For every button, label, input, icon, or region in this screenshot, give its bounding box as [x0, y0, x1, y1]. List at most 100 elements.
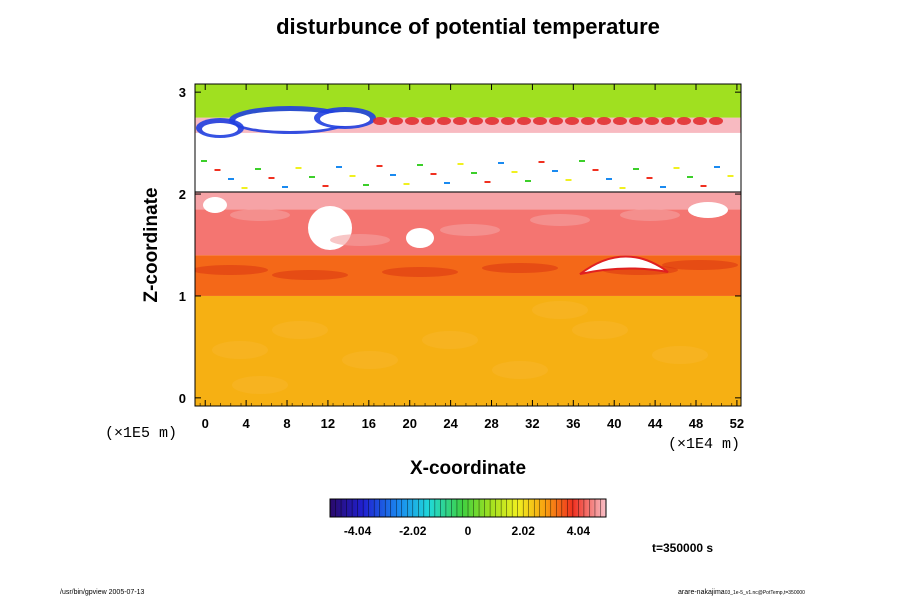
- colorbar-tick-label: 2.02: [512, 524, 536, 538]
- turbulence-speck-15: [403, 183, 410, 185]
- y-axis-unit: (×1E5 m): [105, 425, 178, 442]
- turbulence-speck-16: [417, 164, 423, 166]
- swirl-5: [572, 321, 628, 339]
- upper-eddy-15: [613, 117, 627, 125]
- upper-eddy-11: [549, 117, 563, 125]
- upper-eddy-0: [373, 117, 387, 125]
- heatmap-band-4: [195, 132, 741, 193]
- turbulence-speck-17: [430, 173, 437, 175]
- x-axis-unit: (×1E4 m): [668, 436, 741, 453]
- upper-eddy-20: [693, 117, 707, 125]
- upper-eddy-1: [389, 117, 403, 125]
- y-axis-label: Z-coordinate: [141, 187, 162, 303]
- turbulence-speck-1: [214, 169, 221, 171]
- swirl-2: [342, 351, 398, 369]
- gap-2: [406, 228, 434, 248]
- turbulence-speck-27: [565, 179, 572, 181]
- streak-1: [272, 270, 348, 280]
- turbulence-speck-37: [700, 185, 707, 187]
- upper-eddy-13: [581, 117, 595, 125]
- turbulence-speck-24: [525, 180, 531, 182]
- turbulence-speck-2: [228, 178, 234, 180]
- turbulence-speck-25: [538, 161, 545, 163]
- upper-eddy-2: [405, 117, 419, 125]
- turbulence-speck-33: [646, 177, 653, 179]
- turbulence-speck-23: [511, 171, 518, 173]
- x-tick-label: 12: [321, 416, 335, 431]
- filament-2: [440, 224, 500, 236]
- footer-right-main: arare-nakajima: [678, 589, 725, 596]
- turbulence-speck-10: [336, 166, 342, 168]
- turbulence-speck-35: [673, 167, 680, 169]
- filament-0: [230, 209, 290, 221]
- streak-5: [662, 260, 738, 270]
- cold-core-2: [202, 123, 238, 135]
- y-tick-label: 3: [179, 85, 186, 100]
- turbulence-speck-7: [295, 167, 302, 169]
- turbulence-speck-5: [268, 177, 275, 179]
- footer-left: /usr/bin/gpview 2005-07-13: [60, 589, 145, 596]
- turbulence-speck-13: [376, 165, 383, 167]
- turbulence-speck-4: [255, 168, 261, 170]
- turbulence-speck-6: [282, 186, 288, 188]
- x-axis-label: X-coordinate: [409, 458, 527, 479]
- streak-2: [382, 267, 458, 277]
- footer-right: arare-nakajima03_1e-5_v1.nc@PotTemp,t=35…: [678, 589, 805, 596]
- filament-1: [330, 234, 390, 246]
- streak-3: [482, 263, 558, 273]
- upper-eddy-6: [469, 117, 483, 125]
- x-tick-label: 44: [648, 416, 663, 431]
- streak-0: [195, 265, 268, 275]
- upper-eddy-3: [421, 117, 435, 125]
- upper-eddy-5: [453, 117, 467, 125]
- swirl-1: [272, 321, 328, 339]
- colorbar-tick-label: 0: [465, 524, 472, 538]
- x-tick-label: 28: [484, 416, 498, 431]
- upper-eddy-4: [437, 117, 451, 125]
- upper-eddy-18: [661, 117, 675, 125]
- y-tick-label: 2: [179, 187, 186, 202]
- turbulence-speck-14: [390, 174, 396, 176]
- x-tick-label: 0: [202, 416, 209, 431]
- filament-4: [620, 209, 680, 221]
- turbulence-speck-28: [579, 160, 585, 162]
- x-tick-label: 4: [243, 416, 251, 431]
- swirl-7: [232, 376, 288, 394]
- x-tick-label: 20: [402, 416, 416, 431]
- gap-3: [688, 202, 728, 218]
- chart-title: disturbunce of potential temperature: [276, 14, 660, 39]
- upper-eddy-7: [485, 117, 499, 125]
- x-tick-label: 8: [283, 416, 290, 431]
- turbulence-speck-20: [471, 172, 477, 174]
- turbulence-speck-11: [349, 175, 356, 177]
- heatmap-band-0: [195, 295, 741, 406]
- x-tick-label: 52: [730, 416, 744, 431]
- turbulence-speck-8: [309, 176, 315, 178]
- time-label: t=350000 s: [652, 541, 714, 555]
- x-tick-label: 48: [689, 416, 703, 431]
- upper-eddy-9: [517, 117, 531, 125]
- cold-core-1: [320, 112, 370, 126]
- turbulence-speck-30: [606, 178, 612, 180]
- y-tick-label: 1: [179, 289, 186, 304]
- turbulence-speck-3: [241, 187, 248, 189]
- overlay-layer: [195, 106, 741, 394]
- footer-right-sub: 03_1e-5_v1.nc@PotTemp,t=350000: [724, 590, 805, 596]
- turbulence-speck-39: [727, 175, 734, 177]
- turbulence-speck-21: [484, 181, 491, 183]
- turbulence-speck-0: [201, 160, 207, 162]
- colorbar-tick-label: -4.04: [344, 524, 372, 538]
- turbulence-speck-18: [444, 182, 450, 184]
- colorbar-tick-label: -2.02: [399, 524, 427, 538]
- upper-eddy-8: [501, 117, 515, 125]
- upper-eddy-12: [565, 117, 579, 125]
- swirl-6: [652, 346, 708, 364]
- turbulence-speck-38: [714, 166, 720, 168]
- gap-1: [203, 197, 227, 213]
- swirl-8: [532, 301, 588, 319]
- x-tick-label: 32: [525, 416, 539, 431]
- upper-eddy-19: [677, 117, 691, 125]
- heatmap-band-3: [195, 192, 741, 210]
